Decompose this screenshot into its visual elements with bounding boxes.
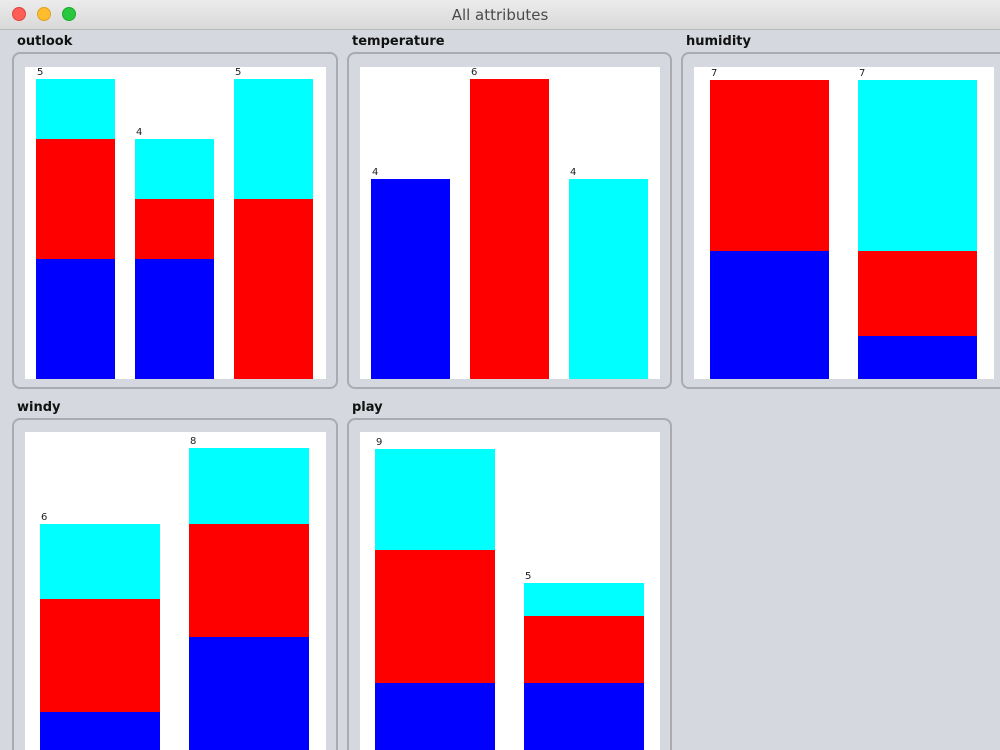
attribute-label-play: play	[352, 400, 383, 415]
bar-count-label: 4	[570, 167, 577, 178]
bar-count-label: 5	[235, 67, 242, 78]
bar-segment-blue	[40, 712, 160, 750]
attribute-label-temperature: temperature	[352, 34, 445, 49]
bar-segment-blue	[371, 179, 450, 379]
minimize-window-button[interactable]	[37, 7, 51, 21]
attribute-label-windy: windy	[17, 400, 61, 415]
window-title: All attributes	[451, 6, 549, 24]
bar-segment-red	[189, 523, 309, 637]
bar-segment-cyan	[189, 448, 309, 524]
bar-segment-cyan	[524, 583, 644, 617]
attribute-label-outlook: outlook	[17, 34, 73, 49]
attribute-label-humidity: humidity	[686, 34, 751, 49]
bar-segment-blue	[710, 250, 829, 379]
bar-count-label: 6	[471, 67, 478, 78]
bar-segment-red	[858, 250, 977, 337]
bar-count-label: 6	[41, 511, 48, 523]
bar-segment-red	[524, 616, 644, 684]
histogram-temperature: 4 6 4	[360, 67, 660, 379]
bar-segment-red	[36, 139, 115, 259]
bar-segment-cyan	[569, 179, 648, 379]
bar-segment-blue	[189, 636, 309, 750]
bar-count-label: 4	[372, 167, 379, 178]
bar-segment-cyan	[40, 523, 160, 599]
bar-segment-cyan	[858, 80, 977, 251]
bar-count-label: 4	[136, 127, 143, 138]
bar-count-label: 7	[711, 68, 718, 80]
bar-segment-red	[234, 199, 313, 379]
zoom-window-button[interactable]	[62, 7, 76, 21]
bar-count-label: 8	[190, 436, 197, 447]
bar-segment-red	[375, 549, 495, 684]
bar-count-label: 5	[37, 67, 44, 78]
bar-count-label: 9	[376, 437, 383, 449]
bar-segment-cyan	[375, 449, 495, 550]
close-window-button[interactable]	[12, 7, 26, 21]
bar-segment-red	[470, 79, 549, 379]
bar-segment-cyan	[36, 79, 115, 139]
bar-segment-red	[710, 80, 829, 251]
bar-segment-cyan	[234, 79, 313, 199]
bar-segment-red	[135, 199, 214, 259]
bar-count-label: 5	[525, 571, 532, 582]
bar-segment-red	[40, 599, 160, 713]
bar-count-label: 7	[859, 68, 866, 80]
bar-segment-blue	[375, 683, 495, 750]
bar-segment-blue	[36, 259, 115, 379]
title-bar[interactable]: All attributes	[0, 0, 1000, 30]
histogram-outlook: 5 4 5	[25, 67, 326, 379]
bar-segment-cyan	[135, 139, 214, 199]
bar-segment-blue	[135, 259, 214, 379]
bar-segment-blue	[858, 336, 977, 379]
bar-segment-blue	[524, 683, 644, 750]
